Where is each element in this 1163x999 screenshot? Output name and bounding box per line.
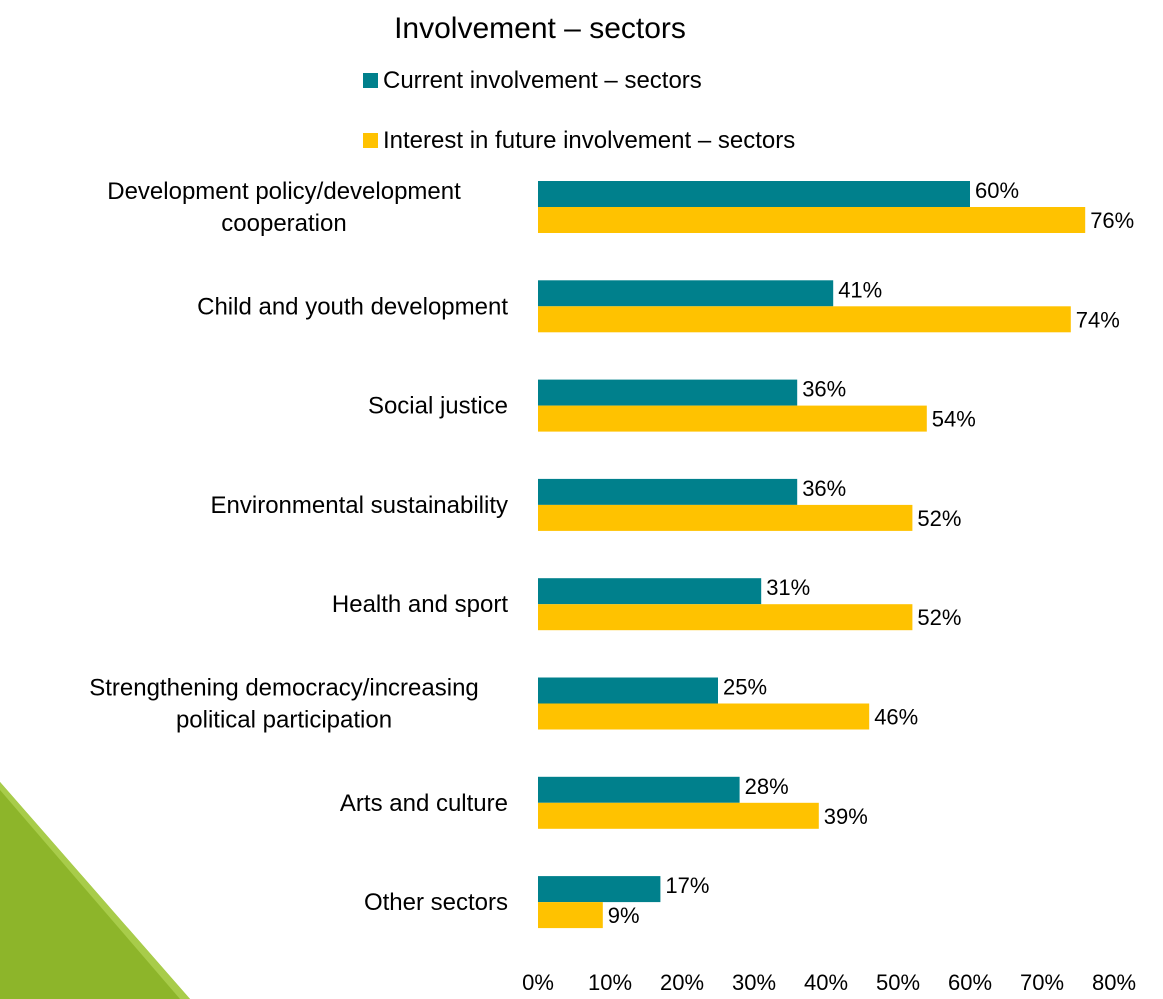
value-label-0-5: 25% <box>723 675 767 700</box>
x-tick-8: 80% <box>1092 970 1136 995</box>
legend-swatch-0 <box>363 73 378 88</box>
category-labels: Development policy/development cooperatio… <box>89 178 508 916</box>
category-label-4: Health and sport <box>332 591 508 618</box>
value-label-1-2: 54% <box>932 407 976 432</box>
bar-0-7 <box>538 876 661 903</box>
bar-1-1 <box>538 306 1071 333</box>
bar-1-4 <box>538 604 913 631</box>
legend-label-0: Current involvement – sectors <box>383 67 702 94</box>
bar-1-7 <box>538 902 603 929</box>
category-label-0-line-0: Development policy/development <box>107 178 461 205</box>
bars <box>538 181 1086 929</box>
value-label-1-5: 46% <box>874 705 918 730</box>
legend: Current involvement – sectors Interest in… <box>363 67 795 154</box>
x-tick-4: 40% <box>804 970 848 995</box>
chart-title: Involvement – sectors <box>394 12 686 45</box>
bar-0-2 <box>538 379 798 406</box>
bar-0-3 <box>538 478 798 505</box>
value-label-0-7: 17% <box>665 873 709 898</box>
bar-0-1 <box>538 280 834 307</box>
value-label-0-0: 60% <box>975 178 1019 203</box>
value-label-0-1: 41% <box>838 277 882 302</box>
bar-0-4 <box>538 578 762 605</box>
value-label-1-0: 76% <box>1090 208 1134 233</box>
value-label-0-2: 36% <box>802 377 846 402</box>
category-label-7: Other sectors <box>364 889 508 916</box>
value-label-1-7: 9% <box>608 903 640 928</box>
bar-1-2 <box>538 405 927 432</box>
category-label-2: Social justice <box>368 393 508 420</box>
bar-1-0 <box>538 207 1086 233</box>
x-tick-0: 0% <box>522 970 554 995</box>
category-label-6: Arts and culture <box>340 790 508 817</box>
x-tick-3: 30% <box>732 970 776 995</box>
x-axis-ticks: 0% 10% 20% 30% 40% 50% 60% 70% 80% <box>522 970 1136 995</box>
bar-0-6 <box>538 776 740 803</box>
bar-1-3 <box>538 504 913 531</box>
bar-1-5 <box>538 703 870 730</box>
value-labels: 60% 76% 41% 74% 36% 54% 36% 52% 31% 52% 25% 46% 28% 3… <box>608 178 1134 928</box>
category-label-0-line-1: cooperation <box>221 210 346 237</box>
value-label-1-1: 74% <box>1076 307 1120 332</box>
category-label-5-line-0: Strengthening democracy/increasing <box>89 675 479 702</box>
value-label-1-6: 39% <box>824 804 868 829</box>
x-tick-5: 50% <box>876 970 920 995</box>
corner-decoration-highlight <box>0 782 190 999</box>
bar-0-0 <box>538 181 970 207</box>
x-tick-7: 70% <box>1020 970 1064 995</box>
value-label-1-3: 52% <box>917 506 961 531</box>
legend-label-1: Interest in future involvement – sectors <box>383 127 795 154</box>
value-label-0-6: 28% <box>745 774 789 799</box>
value-label-0-4: 31% <box>766 575 810 600</box>
bar-0-5 <box>538 677 718 704</box>
bar-1-6 <box>538 802 819 829</box>
x-tick-6: 60% <box>948 970 992 995</box>
value-label-0-3: 36% <box>802 476 846 501</box>
legend-swatch-1 <box>363 133 378 148</box>
x-tick-1: 10% <box>588 970 632 995</box>
value-label-1-4: 52% <box>917 605 961 630</box>
category-label-5-line-1: political participation <box>176 707 392 734</box>
category-label-3: Environmental sustainability <box>211 492 508 519</box>
x-tick-2: 20% <box>660 970 704 995</box>
category-label-1: Child and youth development <box>197 293 508 320</box>
